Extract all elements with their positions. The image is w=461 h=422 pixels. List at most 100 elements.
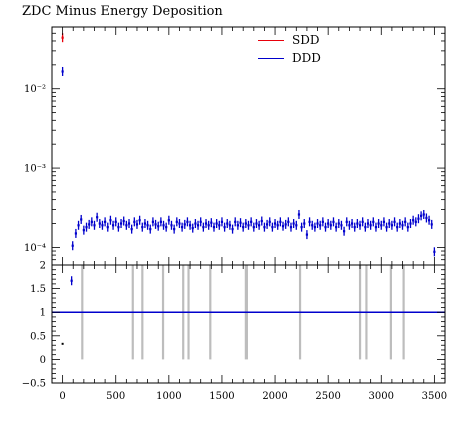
marker-ddd-120 [385, 226, 388, 229]
marker-ddd-121 [388, 222, 391, 225]
marker-ddd-14 [104, 220, 107, 223]
data-point-ddd-12 [98, 219, 101, 229]
marker-ddd-113 [366, 222, 370, 225]
data-point-ddd-56 [215, 219, 218, 229]
marker-ddd-11 [96, 216, 99, 219]
data-point-ddd-114 [369, 220, 372, 230]
data-point-ddd-36 [162, 220, 165, 230]
marker-ddd-92 [311, 224, 314, 227]
data-point-ddd-129 [409, 219, 412, 229]
marker-ddd-82 [284, 223, 287, 226]
data-point-ddd-31 [149, 224, 152, 234]
data-point-ddd-16 [109, 215, 112, 225]
y-main-tick-label: 10⁻⁴ [24, 243, 46, 254]
data-point-ddd-13 [101, 220, 104, 230]
data-point-ddd-45 [186, 217, 189, 227]
marker-ddd-37 [165, 226, 168, 229]
marker-ddd-41 [175, 220, 178, 223]
y-main-tick-label: 10⁻² [24, 84, 46, 95]
marker-ddd-81 [281, 225, 285, 228]
marker-ddd-131 [414, 220, 417, 223]
marker-ddd-45 [186, 220, 189, 223]
marker-ddd-72 [258, 224, 261, 227]
data-point-ddd-121 [388, 219, 391, 229]
marker-ddd-85 [292, 222, 295, 225]
data-point-ddd-7 [85, 222, 88, 232]
marker-ddd-49 [196, 224, 200, 227]
marker-ddd-40 [173, 228, 176, 231]
data-point-ddd-14 [104, 217, 107, 227]
marker-ddd-54 [210, 221, 213, 224]
y-ratio-tick-label: 2 [40, 261, 46, 272]
marker-ddd-99 [329, 224, 332, 227]
data-point-ddd-125 [398, 219, 401, 229]
marker-ddd-77 [271, 226, 274, 229]
x-tick-label: 3000 [369, 391, 394, 402]
legend-line-ddd [258, 57, 284, 59]
marker-ddd-23 [127, 222, 131, 225]
marker-ddd-79 [276, 224, 279, 227]
data-point-ddd-102 [337, 219, 340, 229]
data-point-ddd-126 [401, 220, 404, 230]
marker-ddd-126 [401, 224, 404, 227]
marker-sdd-0 [61, 36, 64, 39]
data-point-ddd-69 [250, 217, 253, 227]
marker-ddd-60 [226, 222, 229, 225]
data-point-ddd-3 [74, 228, 77, 238]
marker-ddd-84 [289, 226, 293, 229]
x-tick-label: 0 [59, 391, 65, 402]
marker-ddd-12 [98, 222, 101, 225]
marker-ddd-3 [74, 232, 77, 235]
marker-ddd-95 [319, 224, 322, 227]
marker-ddd-86 [295, 224, 298, 227]
data-point-ddd-127 [404, 217, 407, 227]
data-point-ddd-40 [173, 224, 176, 234]
marker-ddd-104 [342, 230, 346, 233]
data-point-ddd-123 [393, 217, 396, 227]
marker-ddd-50 [199, 220, 202, 223]
marker-ddd-96 [321, 220, 324, 223]
marker-ddd-127 [404, 220, 407, 223]
marker-ddd-102 [337, 222, 340, 225]
marker-ddd-31 [149, 228, 152, 231]
data-point-ddd-58 [220, 217, 224, 227]
data-point-ddd-65 [239, 218, 242, 228]
data-point-ddd-55 [212, 222, 216, 232]
marker-ddd-8 [88, 223, 91, 226]
data-point-ddd-51 [202, 222, 205, 232]
data-point-ddd-71 [255, 219, 258, 229]
data-point-ddd-10 [93, 220, 96, 230]
marker-ddd-26 [135, 223, 139, 226]
data-point-ddd-1 [70, 276, 73, 286]
ratio-points [61, 342, 64, 345]
marker-ddd-128 [406, 226, 409, 229]
ratio-point-0 [61, 342, 64, 345]
data-point-ddd-9 [90, 217, 93, 227]
marker-ddd-59 [223, 226, 226, 229]
marker-ddd-76 [268, 220, 271, 223]
data-point-ddd-110 [358, 220, 362, 230]
marker-ddd-116 [374, 226, 378, 229]
marker-ddd-61 [228, 224, 232, 227]
marker-ddd-103 [340, 224, 343, 227]
data-point-ddd-132 [417, 214, 420, 224]
marker-ddd-33 [154, 223, 157, 226]
ticks: 10⁻⁴ 10⁻³ 10⁻² −0.5 0 0.5 1 1.5 2 0 500 1000 1500 200… [22, 26, 447, 402]
data-point-ddd-138 [433, 247, 436, 257]
data-point-ddd-63 [234, 217, 237, 227]
data-point-ddd-136 [427, 215, 431, 225]
marker-ddd-16 [109, 219, 112, 222]
marker-ddd-117 [377, 222, 380, 225]
data-point-ddd-4 [77, 220, 80, 230]
marker-ddd-94 [316, 222, 319, 225]
marker-ddd-1 [70, 279, 73, 282]
marker-ddd-65 [239, 221, 242, 224]
marker-ddd-22 [125, 224, 128, 227]
data-point-ddd-25 [133, 217, 136, 227]
marker-ddd-57 [218, 224, 221, 227]
marker-ddd-91 [308, 220, 311, 223]
data-point-ddd-80 [279, 217, 282, 227]
legend-line-sdd [258, 39, 284, 41]
data-point-ddd-8 [88, 219, 91, 229]
